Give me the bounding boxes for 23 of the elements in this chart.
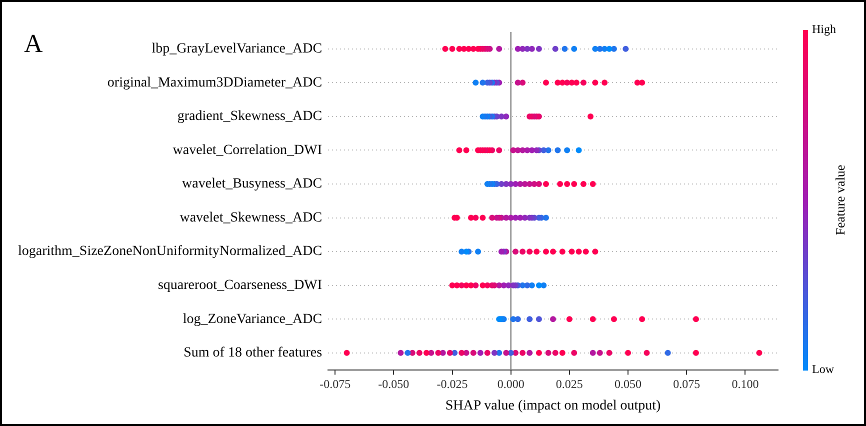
y-tick-label: logarithm_SizeZoneNonUniformityNormalized_ADC: [18, 244, 322, 260]
x-tick-label: 0.050: [614, 377, 642, 392]
y-tick-label: wavelet_Correlation_DWI: [172, 142, 322, 158]
x-tick-label: 0.075: [673, 377, 700, 392]
y-tick-label: lbp_GrayLevelVariance_ADC: [152, 42, 322, 57]
x-tick-label: 0.100: [732, 377, 759, 392]
y-tick-label: squareroot_Coarseness_DWI: [158, 278, 322, 294]
y-tick-label: wavelet_Busyness_ADC: [182, 176, 322, 192]
y-tick-label: log_ZoneVariance_ADC: [182, 312, 322, 327]
x-tick-label: 0.025: [556, 377, 583, 392]
y-tick-label: original_Maximum3DDiameter_ADC: [107, 75, 322, 90]
y-tick-label: Sum of 18 other features: [184, 346, 322, 361]
color-bar-label: Low: [812, 362, 834, 376]
x-tick-label: -0.025: [436, 377, 468, 392]
x-tick-label: -0.075: [320, 377, 351, 392]
y-tick-label: gradient_Skewness_ADC: [177, 109, 322, 124]
color-bar-title: Feature value: [832, 164, 848, 236]
x-axis-title: SHAP value (impact on model output): [445, 398, 661, 414]
x-tick-label: -0.050: [378, 377, 410, 392]
text: A: [24, 28, 43, 58]
color-bar-label: High: [812, 22, 836, 36]
x-tick-label: 0.000: [497, 377, 524, 392]
y-tick-label: wavelet_Skewness_ADC: [180, 210, 322, 226]
